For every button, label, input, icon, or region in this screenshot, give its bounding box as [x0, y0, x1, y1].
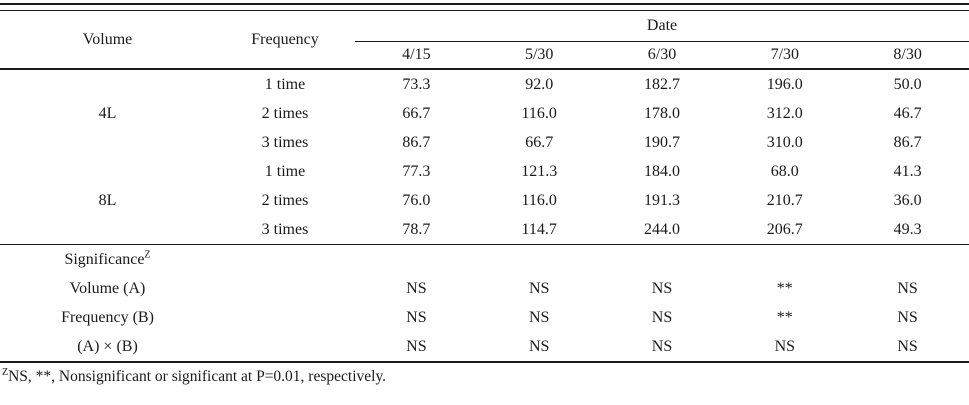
footnote-text: NS, **, Nonsignificant or significant at…	[8, 368, 387, 385]
significance-title-row: SignificanceZ	[0, 244, 969, 274]
frequency-cell: 2 times	[261, 191, 309, 209]
table-row: 2 times 76.0 116.0 191.3 210.7 36.0	[0, 186, 969, 215]
empty-cell	[355, 244, 478, 274]
paper-table-page: Volume Frequency Date 4/15 5/30 6/30 7/3…	[0, 3, 969, 386]
frequency-cell: 1 time	[264, 162, 306, 180]
table-row: 4L 1 time 73.3 92.0 182.7 196.0 50.0	[0, 69, 969, 122]
value-cell: 66.7	[525, 133, 554, 151]
significance-cell: **	[776, 308, 793, 326]
column-header-date-5: 8/30	[846, 41, 969, 70]
table-row: 3 times 78.7 114.7 244.0 206.7 49.3	[0, 215, 969, 245]
empty-cell	[846, 244, 969, 274]
value-cell: 68.0	[770, 162, 799, 180]
value-cell: 121.3	[521, 162, 558, 180]
value-cell: 66.7	[402, 104, 431, 122]
value-cell: 210.7	[766, 191, 803, 209]
value-cell: 36.0	[893, 191, 922, 209]
column-header-date-4: 7/30	[723, 41, 847, 70]
column-header-volume: Volume	[0, 11, 215, 70]
value-cell: 49.3	[893, 220, 922, 238]
value-cell: 196.0	[766, 75, 803, 93]
volume-group-label-4l: 4L	[98, 104, 117, 122]
column-header-date-3: 6/30	[600, 41, 724, 70]
significance-cell: NS	[651, 279, 673, 297]
value-cell: 78.7	[402, 220, 431, 238]
value-cell: 41.3	[893, 162, 922, 180]
significance-title-text: Significance	[64, 250, 145, 268]
significance-cell: NS	[723, 332, 847, 363]
value-cell: 114.7	[521, 220, 557, 238]
empty-cell	[723, 244, 847, 274]
significance-cell: NS	[477, 332, 601, 363]
footnote-superscript: Z	[2, 366, 9, 378]
column-header-date-group: Date	[355, 11, 969, 42]
empty-cell	[215, 332, 355, 363]
value-cell: 76.0	[402, 191, 431, 209]
column-header-frequency: Frequency	[215, 11, 355, 70]
significance-cell: NS	[528, 308, 550, 326]
significance-row-label: Frequency (B)	[61, 308, 154, 326]
frequency-cell: 2 times	[261, 104, 309, 122]
value-cell: 184.0	[643, 162, 680, 180]
table-top-double-rule	[0, 3, 969, 11]
significance-cell: NS	[897, 279, 918, 297]
significance-cell: NS	[528, 279, 550, 297]
value-cell: 312.0	[766, 104, 803, 122]
significance-cell: NS	[355, 332, 478, 363]
value-cell: 116.0	[521, 191, 557, 209]
value-cell: 244.0	[643, 220, 680, 238]
significance-cell: NS	[600, 332, 724, 363]
value-cell: 190.7	[643, 133, 680, 151]
value-cell: 182.7	[643, 75, 680, 93]
empty-cell	[600, 244, 724, 274]
column-header-date-1: 4/15	[355, 41, 478, 70]
significance-section: SignificanceZ Volume (A) NS NS NS ** NS …	[0, 244, 969, 363]
table-footnote: ZNS, **, Nonsignificant or significant a…	[2, 366, 969, 386]
value-cell: 191.3	[643, 191, 680, 209]
significance-cell: NS	[406, 279, 427, 297]
frequency-cell: 1 time	[264, 75, 306, 93]
significance-title: SignificanceZ	[0, 244, 215, 274]
significance-row-frequency: Frequency (B) NS NS NS ** NS	[0, 303, 969, 332]
frequency-cell: 3 times	[261, 220, 309, 238]
table-header: Volume Frequency Date 4/15 5/30 6/30 7/3…	[0, 11, 969, 70]
value-cell: 46.7	[893, 104, 922, 122]
value-cell: 50.0	[893, 75, 922, 93]
value-cell: 206.7	[766, 220, 803, 238]
significance-row-volume: Volume (A) NS NS NS ** NS	[0, 274, 969, 303]
table-body: 4L 1 time 73.3 92.0 182.7 196.0 50.0 2 t…	[0, 69, 969, 245]
significance-cell: NS	[846, 332, 969, 363]
table-row: 2 times 66.7 116.0 178.0 312.0 46.7	[0, 99, 969, 128]
significance-title-superscript: Z	[144, 249, 151, 261]
table-row: 8L 1 time 77.3 121.3 184.0 68.0 41.3	[0, 157, 969, 209]
value-cell: 116.0	[521, 104, 557, 122]
column-header-date-2: 5/30	[477, 41, 601, 70]
significance-row-label: Volume (A)	[69, 279, 146, 297]
significance-cell: **	[776, 279, 793, 297]
significance-cell: NS	[897, 308, 918, 326]
value-cell: 86.7	[893, 133, 922, 151]
significance-row-interaction: (A) × (B) NS NS NS NS NS	[0, 332, 969, 363]
empty-cell	[215, 303, 355, 332]
empty-cell	[215, 274, 355, 303]
value-cell: 77.3	[402, 162, 431, 180]
significance-row-label: (A) × (B)	[0, 332, 215, 363]
value-cell: 310.0	[766, 133, 803, 151]
significance-cell: NS	[406, 308, 427, 326]
data-table: Volume Frequency Date 4/15 5/30 6/30 7/3…	[0, 11, 969, 363]
frequency-cell: 3 times	[261, 133, 309, 151]
empty-cell	[477, 244, 601, 274]
empty-cell	[215, 244, 355, 274]
volume-group-label-8l: 8L	[98, 191, 117, 209]
table-row: 3 times 86.7 66.7 190.7 310.0 86.7	[0, 128, 969, 157]
significance-cell: NS	[651, 308, 673, 326]
value-cell: 73.3	[402, 75, 431, 93]
value-cell: 178.0	[643, 104, 680, 122]
value-cell: 86.7	[402, 133, 431, 151]
value-cell: 92.0	[525, 75, 554, 93]
